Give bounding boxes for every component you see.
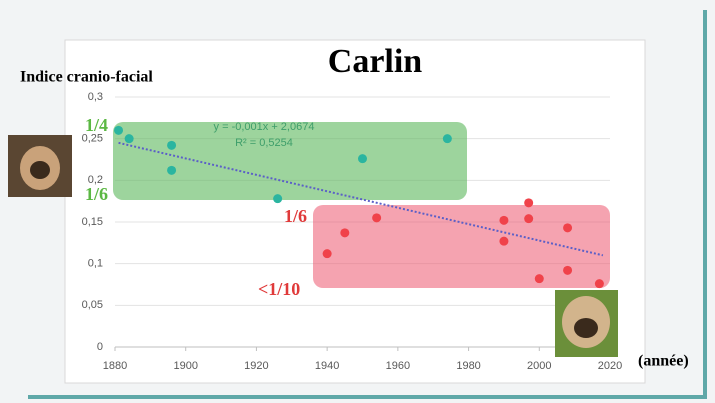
y-axis-label: Indice cranio-facial <box>20 69 153 86</box>
x-tick-label: 2000 <box>527 360 551 372</box>
x-tick-label: 1980 <box>456 360 480 372</box>
y-tick-label: 0 <box>97 341 103 353</box>
point <box>167 141 176 150</box>
equation: y = -0,001x + 2,0674 <box>214 121 315 133</box>
point <box>323 249 332 258</box>
x-tick-label: 1940 <box>315 360 339 372</box>
chart-title: Carlin <box>328 43 423 80</box>
y-tick-label: 0,05 <box>82 299 103 311</box>
y-tick-label: 0,15 <box>82 216 103 228</box>
point <box>524 198 533 207</box>
point <box>499 237 508 246</box>
point <box>563 223 572 232</box>
ratio-label: 1/6 <box>85 184 108 204</box>
point <box>114 126 123 135</box>
ratio-label: <1/10 <box>258 279 300 299</box>
point <box>273 194 282 203</box>
point <box>499 216 508 225</box>
point <box>125 134 134 143</box>
point <box>595 279 604 288</box>
point <box>358 154 367 163</box>
y-tick-label: 0,1 <box>88 258 103 270</box>
x-tick-label: 1880 <box>103 360 127 372</box>
y-tick-label: 0,3 <box>88 91 103 103</box>
point <box>372 213 381 222</box>
point <box>167 166 176 175</box>
x-tick-label: 2020 <box>598 360 622 372</box>
pug-photo-old <box>8 135 72 197</box>
pug-photo-modern <box>555 290 618 357</box>
x-axis-label: (année) <box>638 353 689 370</box>
page: 00,050,10,150,20,250,3188019001920194019… <box>0 0 715 403</box>
point <box>340 228 349 237</box>
x-tick-label: 1920 <box>244 360 268 372</box>
green-region <box>113 122 467 200</box>
red-region <box>313 205 610 288</box>
x-tick-label: 1900 <box>173 360 197 372</box>
point <box>563 266 572 275</box>
point <box>535 274 544 283</box>
x-tick-label: 1960 <box>386 360 410 372</box>
chart: 00,050,10,150,20,250,3188019001920194019… <box>0 0 715 403</box>
point <box>524 214 533 223</box>
r-squared: R² = 0,5254 <box>235 137 293 149</box>
ratio-label: 1/4 <box>85 115 108 135</box>
point <box>443 134 452 143</box>
ratio-label: 1/6 <box>284 206 307 226</box>
